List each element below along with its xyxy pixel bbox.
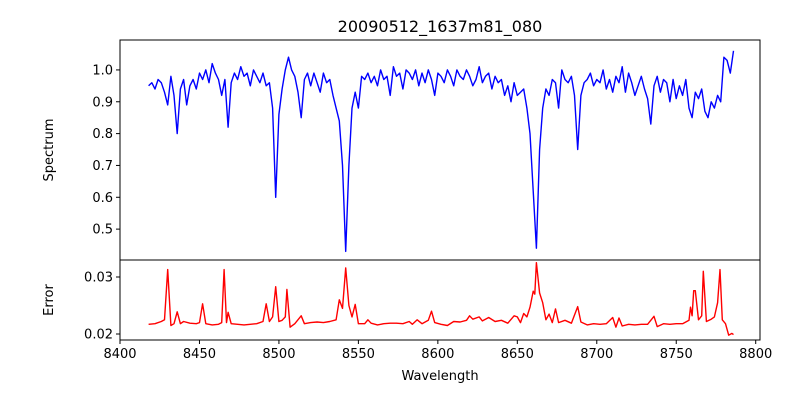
y-tick-label: 0.6	[92, 191, 113, 206]
chart-title: 20090512_1637m81_080	[338, 17, 543, 37]
x-tick-label: 8700	[580, 347, 613, 362]
x-tick-label: 8400	[103, 347, 136, 362]
x-tick-label: 8550	[342, 347, 375, 362]
y-tick-label: 0.9	[92, 95, 113, 110]
y-tick-label: 0.7	[92, 159, 113, 174]
y-tick-label: 1.0	[92, 63, 113, 78]
axes-frame	[119, 259, 761, 341]
x-tick-label: 8650	[501, 347, 534, 362]
y-tick-label: 0.8	[92, 127, 113, 142]
error-panel: 0.02 0.03 8400 8450 8500 8550 8600 8650 8700 8750…	[84, 259, 772, 362]
y-tick-label: 0.03	[84, 270, 113, 285]
x-tick-label: 8450	[183, 347, 216, 362]
x-tick-label: 8800	[739, 347, 772, 362]
spectrum-series-line	[148, 50, 735, 253]
x-tick-label: 8750	[660, 347, 693, 362]
spectrum-ylabel: Spectrum	[42, 119, 57, 182]
y-tick-label: 0.5	[92, 223, 113, 238]
spectrum-panel: 0.5 0.6 0.7 0.8 0.9 1.0	[92, 39, 761, 261]
error-ylabel: Error	[42, 284, 57, 316]
x-tick-label: 8500	[262, 347, 295, 362]
error-series-line	[148, 262, 734, 336]
x-axis-label: Wavelength	[401, 369, 478, 384]
y-tick-label: 0.02	[84, 328, 113, 343]
x-tick-label: 8600	[421, 347, 454, 362]
